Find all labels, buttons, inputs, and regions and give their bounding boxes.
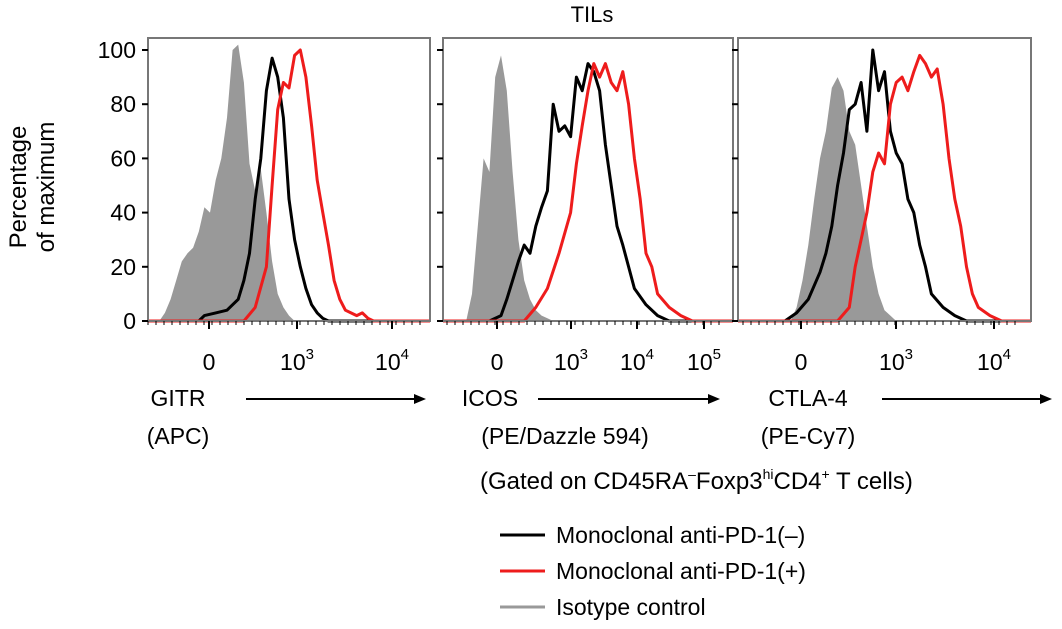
isotype-control-fill [738, 77, 903, 321]
anti-pd1-negative-line [443, 62, 733, 323]
y-tick-label: 100 [98, 37, 136, 63]
x-tick-label: 103 [554, 346, 588, 375]
marker-name: GITR [151, 385, 206, 411]
figure-title: TILs [571, 2, 614, 27]
x-tick-label: 105 [687, 346, 721, 375]
marker-name: CTLA-4 [768, 385, 847, 411]
histogram-panels: 0 20 40 60 80 100 0 103 104 0 103 104 105 0 103 104 [98, 37, 1032, 375]
gating-note-sup-plus: + [822, 466, 830, 482]
fluorochrome-label: (PE-Cy7) [761, 423, 856, 449]
y-axis-title-line-2: of maximum [33, 122, 60, 253]
x-tick-label: 0 [795, 349, 808, 375]
x-tick-label: 104 [375, 346, 409, 375]
legend-item: Monoclonal anti-PD-1(–) [500, 522, 805, 548]
anti-pd1-positive-line [443, 62, 733, 323]
y-tick-label: 60 [110, 145, 136, 171]
legend-item: Monoclonal anti-PD-1(+) [500, 558, 806, 584]
gating-note-prefix: (Gated on CD45RA [480, 468, 688, 495]
plot-frame [147, 37, 431, 322]
y-tick-label: 40 [110, 200, 136, 226]
marker-name: ICOS [462, 385, 518, 411]
gating-note-cd4: CD4 [774, 468, 822, 495]
y-axis-title-line-1: Percentage [5, 126, 32, 249]
legend: Monoclonal anti-PD-1(–) Monoclonal anti-P… [500, 522, 806, 620]
x-tick-label: 104 [620, 346, 654, 375]
gating-note: (Gated on CD45RA–Foxp3hiCD4+ T cells) [480, 466, 913, 495]
x-tick-label: 103 [879, 346, 913, 375]
x-tick-label: 104 [977, 346, 1011, 375]
panel-gitr: 0 20 40 60 80 100 0 103 104 [98, 37, 431, 375]
gating-note-suffix: T cells) [830, 468, 913, 495]
panel-icos: 0 103 104 105 [437, 37, 734, 375]
axis-arrow [538, 394, 720, 404]
y-tick-label: 80 [110, 91, 136, 117]
y-tick-label: 0 [123, 308, 136, 334]
legend-label: Monoclonal anti-PD-1(–) [556, 522, 805, 548]
anti-pd1-positive-line [148, 48, 430, 323]
fluorochrome-label: (APC) [147, 423, 210, 449]
marker-labels: GITR (APC) ICOS (PE/Dazzle 594) CTLA-4 (PE-Cy… [147, 385, 1052, 449]
y-axis-title: Percentage of maximum [5, 122, 60, 253]
plot-frame [737, 37, 1032, 322]
gating-note-foxp3: Foxp3 [696, 468, 763, 495]
x-tick-label: 103 [280, 346, 314, 375]
gating-note-sup-hi: hi [763, 466, 774, 482]
legend-label: Isotype control [556, 594, 706, 620]
panel-ctla-4: 0 103 104 [732, 37, 1032, 375]
legend-item: Isotype control [500, 594, 706, 620]
legend-label: Monoclonal anti-PD-1(+) [556, 558, 806, 584]
plot-frame [442, 37, 734, 322]
axis-arrow [246, 394, 426, 404]
x-tick-label: 0 [203, 349, 216, 375]
gating-note-sup-minus: – [688, 466, 696, 482]
anti-pd1-positive-line [738, 53, 1031, 323]
fluorochrome-label: (PE/Dazzle 594) [481, 423, 648, 449]
anti-pd1-negative-line [738, 48, 1031, 323]
axis-arrow [882, 394, 1052, 404]
anti-pd1-negative-line [148, 56, 430, 323]
isotype-control-fill [148, 44, 312, 321]
isotype-control-fill [443, 55, 559, 322]
y-tick-label: 20 [110, 254, 136, 280]
x-tick-label: 0 [491, 349, 504, 375]
